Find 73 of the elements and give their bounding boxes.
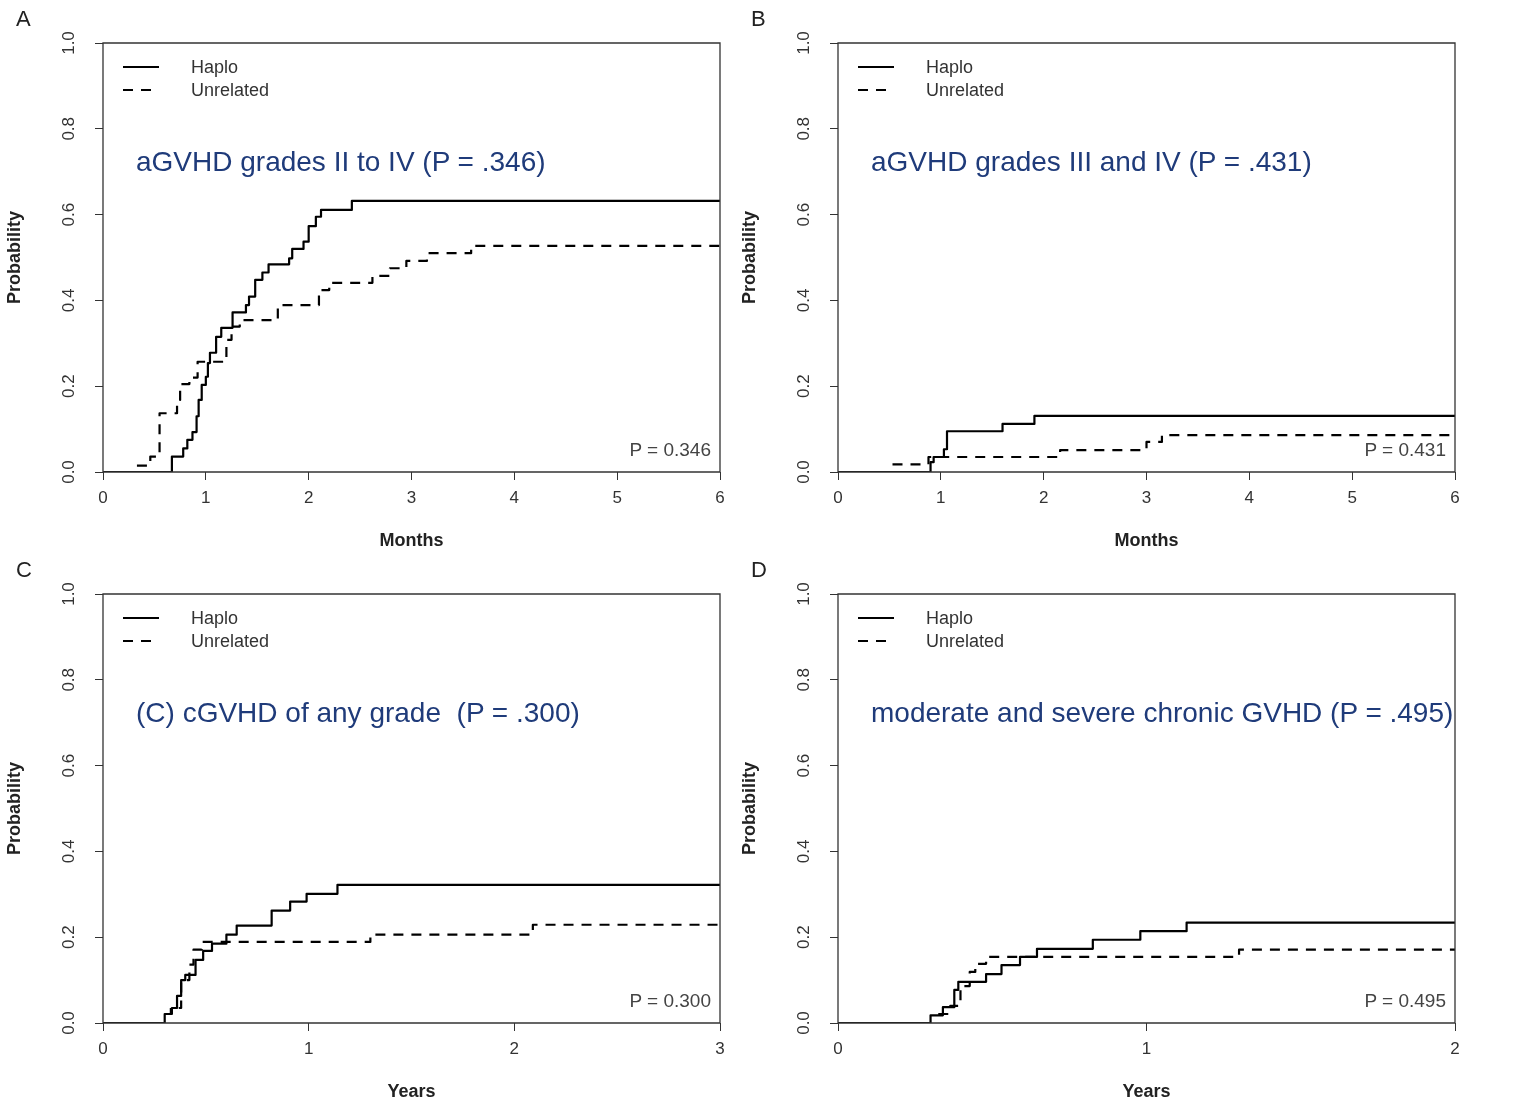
text: A (16, 6, 31, 32)
x-tick-label: 3 (406, 487, 417, 507)
y-tick-label: 0.6 (793, 202, 813, 227)
annotation: P = 0.300 (629, 990, 711, 1012)
x-tick-label: 2 (1450, 1038, 1460, 1058)
text: aGVHD grades III and IV (P = .431) (871, 145, 1312, 177)
text: D (751, 557, 767, 583)
y-tick-label: 0.0 (793, 1011, 813, 1035)
text: (C) cGVHD of any grade (P = .300) (136, 696, 580, 728)
legend-label: Unrelated (191, 630, 270, 651)
x-tick-label: 4 (1244, 487, 1255, 507)
legend-label: Unrelated (926, 630, 1005, 651)
y-tick-label: 1.0 (58, 31, 78, 55)
text: aGVHD grades II to IV (P = .346) (136, 145, 546, 177)
x-tick-label: 1 (303, 1038, 314, 1058)
y-tick-label: 0.8 (793, 667, 813, 692)
y-axis-title: Probability (738, 761, 759, 856)
x-tick-label: 1 (1141, 1038, 1152, 1058)
y-tick-label: 0.4 (58, 839, 78, 864)
text: B (751, 6, 766, 32)
x-axis-title: Months (1114, 530, 1179, 551)
x-tick-label: 5 (612, 487, 622, 507)
x-tick-label: 2 (1038, 487, 1049, 507)
y-tick-label: 0.0 (58, 460, 78, 484)
x-tick-label: 1 (201, 487, 211, 507)
y-axis-title: Probability (738, 210, 759, 305)
y-tick-label: 0.2 (793, 925, 813, 950)
y-tick-label: 0.6 (58, 202, 78, 227)
annotation: P = 0.346 (629, 439, 711, 461)
x-tick-label: 2 (509, 1038, 520, 1058)
legend-label: Unrelated (926, 79, 1005, 100)
annotation: P = 0.431 (1364, 439, 1446, 461)
x-tick-label: 3 (1141, 487, 1152, 507)
annotation: P = 0.495 (1364, 990, 1446, 1012)
y-tick-label: 0.8 (793, 116, 813, 141)
y-tick-label: 0.4 (793, 288, 813, 313)
x-tick-label: 5 (1347, 487, 1357, 507)
y-tick-label: 1.0 (793, 582, 813, 606)
x-tick-label: 6 (1450, 487, 1460, 507)
legend-label: Haplo (926, 56, 974, 77)
legend-label: Unrelated (191, 79, 270, 100)
y-axis-title: Probability (3, 761, 24, 856)
y-tick-label: 0.4 (58, 288, 78, 313)
y-tick-label: 0.2 (58, 374, 78, 399)
y-axis-title: Probability (3, 210, 24, 305)
x-tick-label: 3 (715, 1038, 725, 1058)
x-tick-label: 0 (98, 1038, 108, 1058)
text: C (16, 557, 32, 583)
x-tick-label: 4 (509, 487, 520, 507)
y-tick-label: 0.6 (793, 753, 813, 778)
y-tick-label: 0.2 (793, 374, 813, 399)
y-tick-label: 1.0 (58, 582, 78, 606)
y-tick-label: 0.6 (58, 753, 78, 778)
x-tick-label: 0 (833, 1038, 843, 1058)
x-tick-label: 2 (303, 487, 314, 507)
x-tick-label: 6 (715, 487, 725, 507)
text: moderate and severe chronic GVHD (P = .495) (871, 696, 1454, 728)
y-tick-label: 0.8 (58, 116, 78, 141)
y-tick-label: 0.0 (793, 460, 813, 484)
y-tick-label: 0.8 (58, 667, 78, 692)
legend-label: Haplo (926, 607, 974, 628)
x-tick-label: 0 (98, 487, 108, 507)
x-axis-title: Years (1122, 1081, 1171, 1102)
y-tick-label: 1.0 (793, 31, 813, 55)
y-tick-label: 0.4 (793, 839, 813, 864)
y-tick-label: 0.2 (58, 925, 78, 950)
x-tick-label: 0 (833, 487, 843, 507)
x-tick-label: 1 (936, 487, 946, 507)
y-tick-label: 0.0 (58, 1011, 78, 1035)
legend-label: Haplo (191, 56, 239, 77)
x-axis-title: Months (379, 530, 444, 551)
x-axis-title: Years (387, 1081, 436, 1102)
legend-label: Haplo (191, 607, 239, 628)
